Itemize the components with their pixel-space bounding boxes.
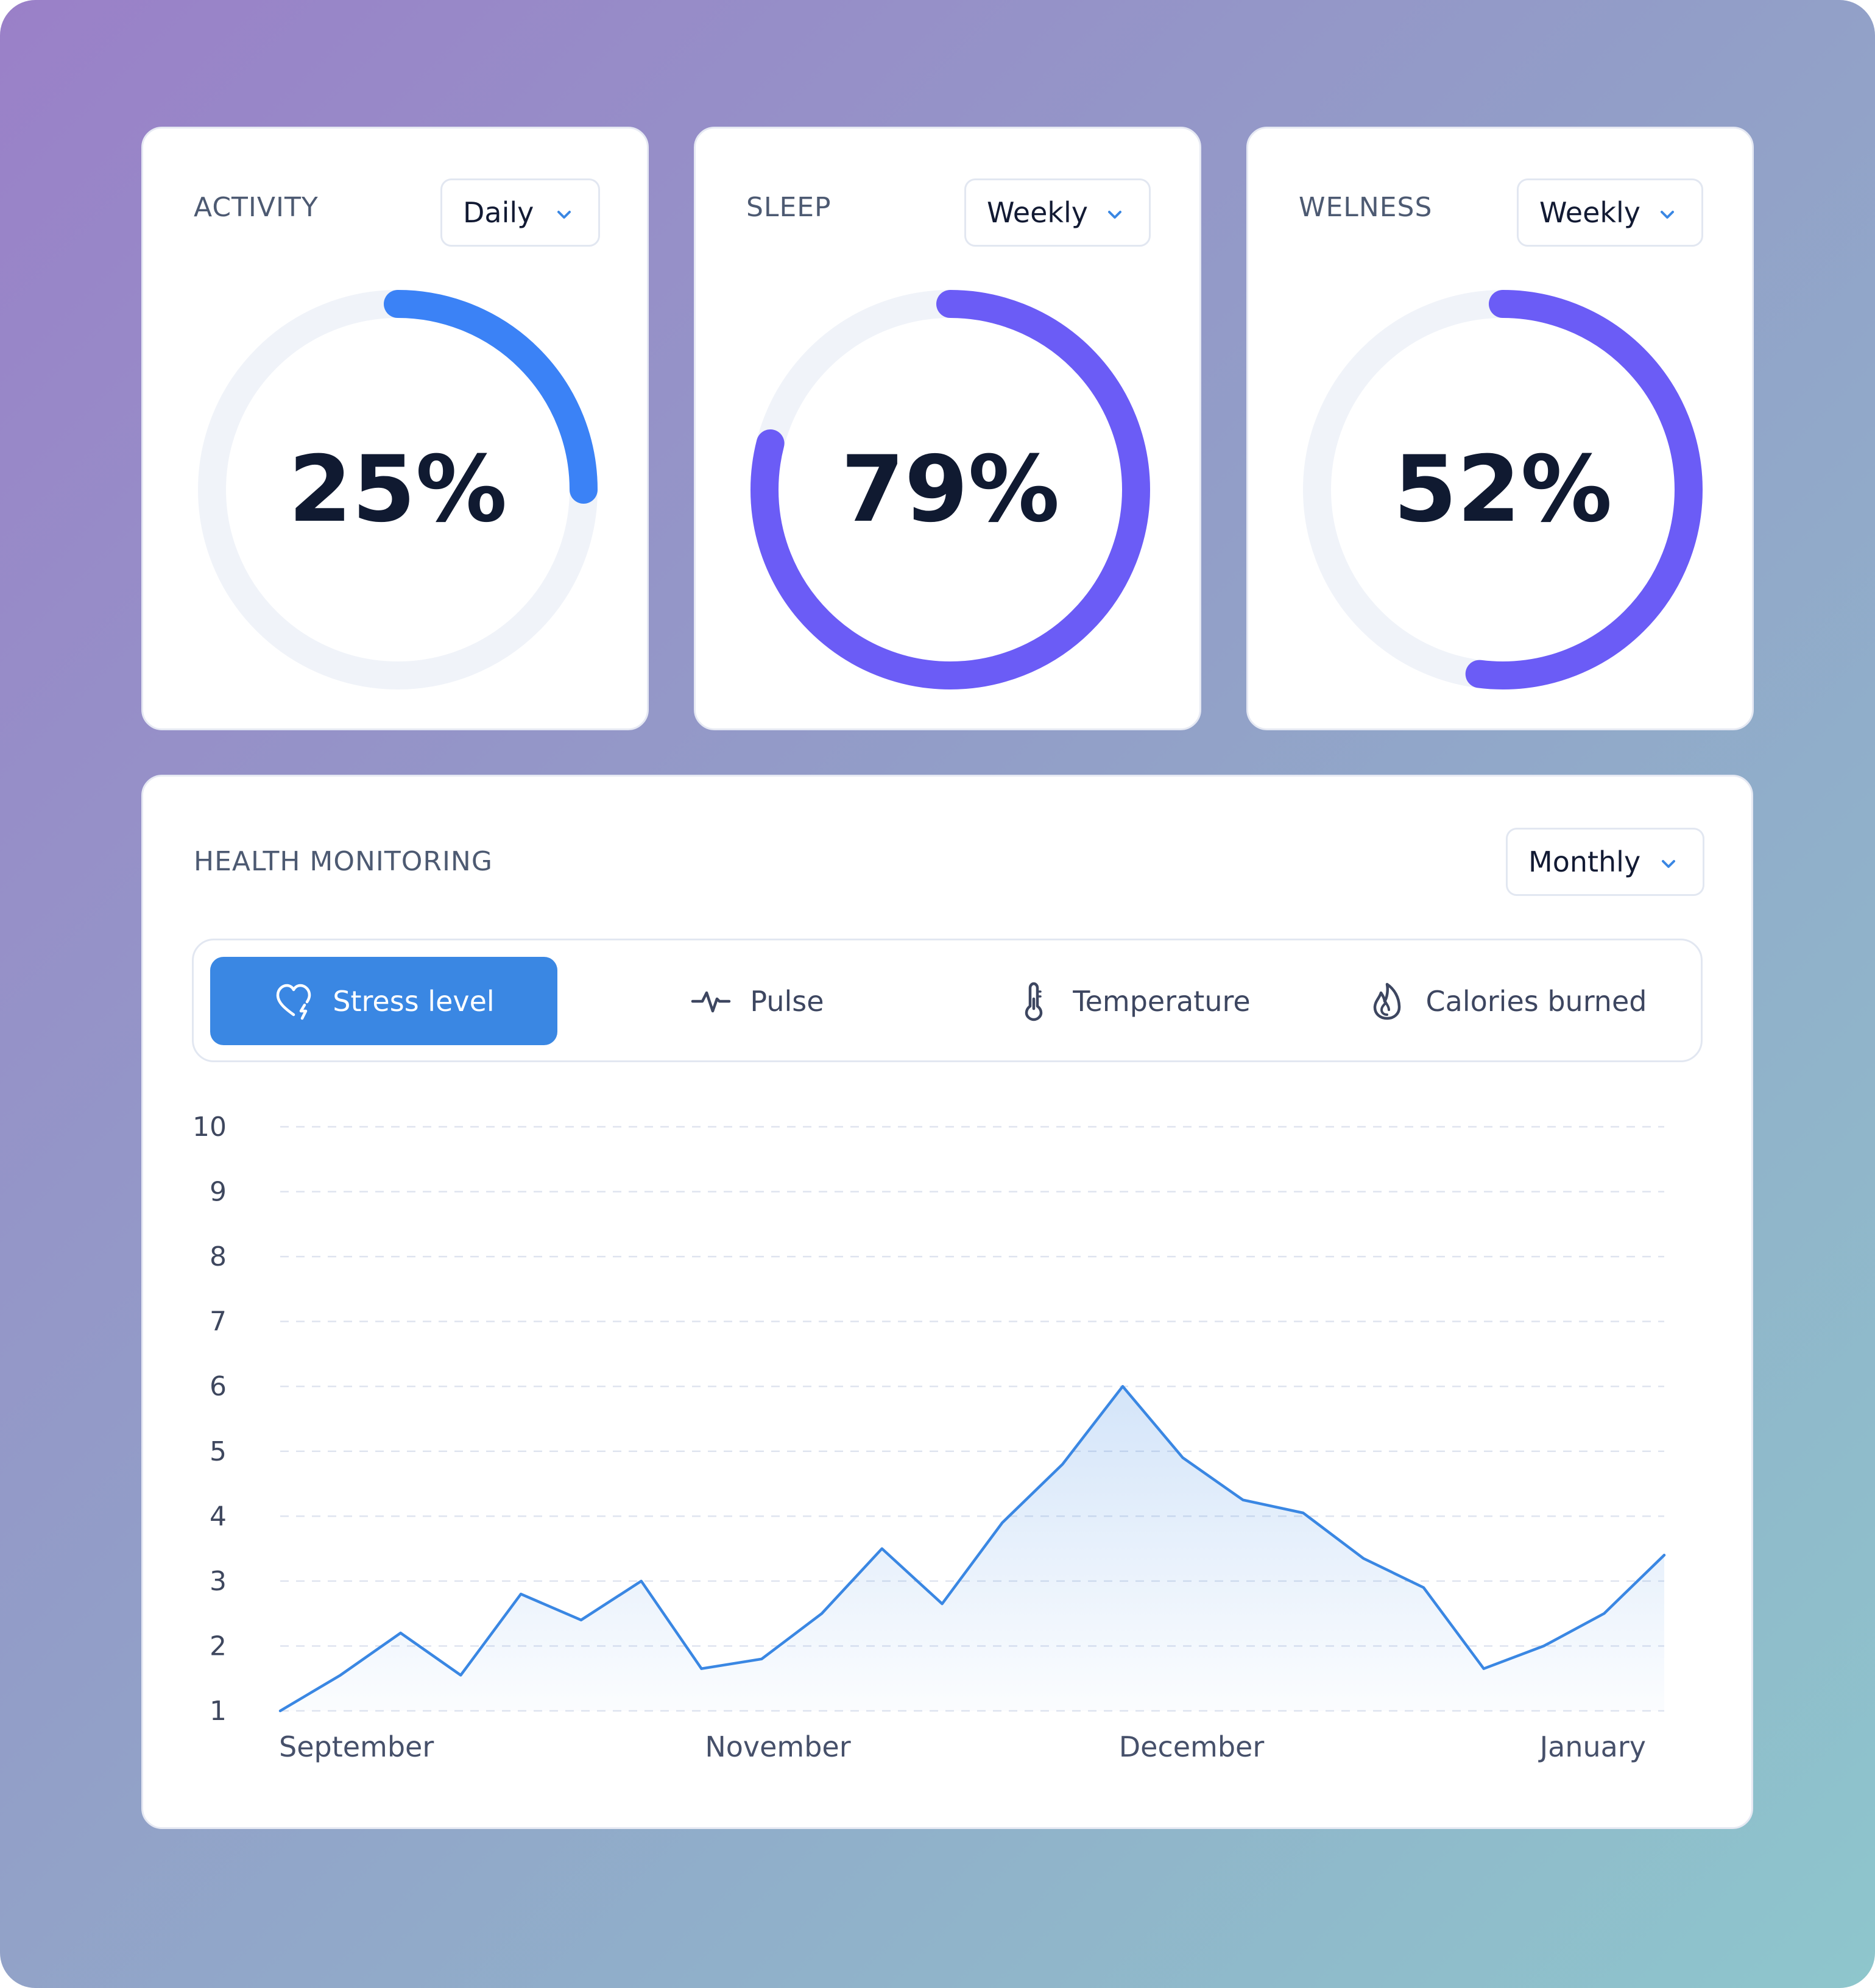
tab-temperature[interactable]: Temperature [958, 957, 1305, 1045]
stress-area-fill [280, 1386, 1664, 1711]
sleep-period-select[interactable]: Weekly [964, 178, 1151, 247]
tab-temperature-label: Temperature [1073, 984, 1251, 1018]
chevron-down-icon [557, 211, 571, 219]
chart-y-axis: 10 9 8 7 6 5 4 3 2 1 [192, 1112, 227, 1727]
activity-ring-arc [198, 290, 598, 689]
y-tick-label: 7 [210, 1306, 227, 1338]
chevron-down-icon [1661, 211, 1674, 219]
pulse-icon [691, 991, 731, 1012]
sleep-title: SLEEP [746, 192, 832, 223]
chevron-down-icon [1662, 860, 1675, 868]
tab-calories-burned-label: Calories burned [1425, 984, 1647, 1018]
wellness-progress-ring [1303, 290, 1703, 689]
thermometer-icon [1025, 982, 1043, 1021]
activity-percent: 25% [288, 437, 507, 543]
activity-period-select[interactable]: Daily [440, 178, 600, 247]
activity-progress-ring [198, 290, 598, 689]
heart-bolt-icon [277, 984, 311, 1020]
y-tick-label: 1 [210, 1696, 227, 1727]
x-tick-label: December [1119, 1730, 1265, 1763]
monitor-period-select[interactable]: Monthly [1506, 828, 1704, 896]
y-tick-label: 6 [210, 1371, 227, 1402]
metric-tabs: Stress level Pulse Temperature Calories … [192, 939, 1703, 1062]
x-tick-label: January [1538, 1730, 1646, 1763]
sleep-period-value: Weekly [987, 196, 1089, 229]
sleep-card: SLEEP Weekly 79% [694, 127, 1201, 730]
tab-calories-burned[interactable]: Calories burned [1333, 957, 1680, 1045]
sleep-percent: 79% [841, 437, 1060, 543]
x-tick-label: November [705, 1730, 850, 1763]
y-tick-label: 4 [210, 1501, 227, 1532]
sleep-progress-ring [750, 290, 1150, 689]
y-tick-label: 2 [210, 1630, 227, 1662]
tab-stress-level[interactable]: Stress level [210, 957, 557, 1045]
stress-level-chart: 10 9 8 7 6 5 4 3 2 1 September November December Jan… [192, 1112, 1666, 1763]
wellness-period-value: Weekly [1539, 196, 1641, 229]
tab-stress-level-label: Stress level [333, 984, 495, 1018]
y-tick-label: 10 [192, 1112, 227, 1143]
wellness-ring-arc [1303, 290, 1703, 689]
activity-card: ACTIVITY Daily 25% [141, 127, 649, 730]
flame-icon [1373, 982, 1400, 1020]
wellness-title: WELNESS [1299, 192, 1433, 223]
activity-period-value: Daily [463, 196, 534, 229]
wellness-period-select[interactable]: Weekly [1517, 178, 1703, 247]
health-monitoring-title: HEALTH MONITORING [194, 846, 493, 877]
wellness-card: WELNESS Weekly 52% [1246, 127, 1754, 730]
y-tick-label: 8 [210, 1241, 227, 1272]
chart-x-axis: September November December January [279, 1730, 1646, 1763]
stress-line [278, 1384, 1666, 1713]
x-tick-label: September [279, 1730, 434, 1763]
chevron-down-icon [1108, 211, 1121, 219]
y-tick-label: 5 [210, 1436, 227, 1467]
tab-pulse-label: Pulse [750, 984, 824, 1018]
y-tick-label: 3 [210, 1566, 227, 1597]
wellness-percent: 52% [1393, 437, 1612, 543]
monitor-period-value: Monthly [1528, 845, 1641, 878]
activity-title: ACTIVITY [194, 192, 319, 223]
tab-pulse[interactable]: Pulse [584, 957, 931, 1045]
sleep-ring-arc [750, 290, 1150, 689]
y-tick-label: 9 [210, 1177, 227, 1208]
